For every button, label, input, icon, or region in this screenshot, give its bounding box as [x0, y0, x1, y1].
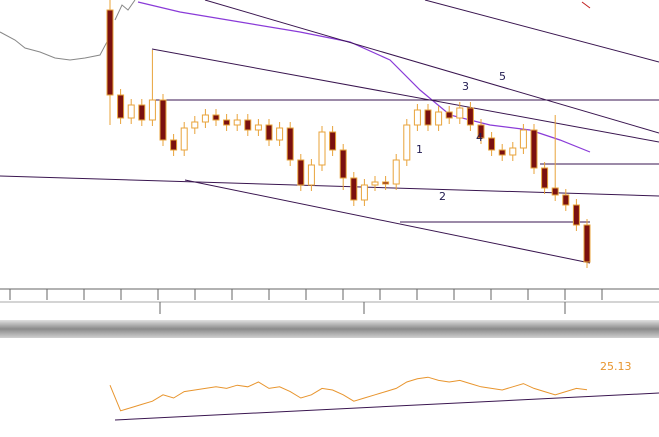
candle-body: [562, 194, 570, 206]
time-ticks: [9, 289, 603, 314]
candle-body: [572, 204, 580, 226]
candle-body: [212, 114, 220, 121]
candle-body: [477, 124, 485, 139]
candle-body: [223, 119, 231, 126]
candle-body: [286, 127, 294, 161]
indicator-value: 25.13: [600, 360, 632, 373]
wave-label: 4: [476, 131, 483, 144]
trend-line: [581, 1, 591, 9]
candle-body: [551, 187, 559, 196]
candle-body: [276, 127, 284, 141]
trend-line: [204, 0, 659, 134]
candle-body: [382, 181, 390, 185]
candle-body: [117, 94, 125, 119]
wave-label: 2: [439, 190, 446, 203]
candle-body: [424, 109, 432, 126]
wave-label: 3: [462, 80, 469, 93]
candle-body: [488, 137, 496, 151]
candle-body: [466, 107, 474, 126]
trend-line: [184, 179, 591, 264]
candle-body: [297, 159, 305, 186]
candle-body: [191, 121, 199, 129]
wave-label: 5: [499, 70, 506, 83]
indicator-line: [109, 376, 588, 412]
trend-lines: [0, 0, 659, 421]
trend-line: [151, 48, 659, 143]
candle-body: [498, 149, 506, 156]
marks: [106, 0, 591, 412]
candle-body: [456, 107, 464, 119]
candle-body: [583, 224, 591, 263]
candle-body: [170, 139, 178, 151]
candle-body: [127, 104, 135, 119]
candle-body: [148, 99, 156, 121]
history-line: [0, 31, 109, 61]
candle-body: [180, 127, 188, 151]
candle-body: [159, 99, 167, 141]
candle-body: [244, 119, 252, 131]
candle-body: [307, 164, 315, 186]
candle-body: [413, 109, 421, 126]
candle-body: [360, 184, 368, 201]
wave-label: 1: [416, 143, 423, 156]
candle-body: [541, 167, 549, 189]
candle-body: [350, 177, 358, 201]
candle-body: [445, 111, 453, 119]
trend-line: [424, 0, 659, 63]
candle-body: [233, 119, 241, 126]
candle-body: [329, 131, 337, 151]
candle-body: [106, 9, 114, 96]
candle-body: [318, 131, 326, 166]
candle-body: [519, 129, 527, 149]
candle-body: [530, 129, 538, 169]
candle-body: [138, 104, 146, 121]
trend-line: [114, 392, 659, 421]
scrollbar[interactable]: [0, 320, 659, 338]
candle-body: [403, 124, 411, 161]
candle-body: [371, 181, 379, 186]
history-line: [114, 0, 136, 21]
candle-body: [392, 159, 400, 185]
candle-body: [339, 149, 347, 179]
candle-body: [254, 124, 262, 131]
candle-body: [509, 147, 517, 156]
trend-line: [0, 175, 659, 197]
candle-body: [265, 124, 273, 141]
candle-body: [201, 114, 209, 123]
candle-body: [435, 111, 443, 126]
